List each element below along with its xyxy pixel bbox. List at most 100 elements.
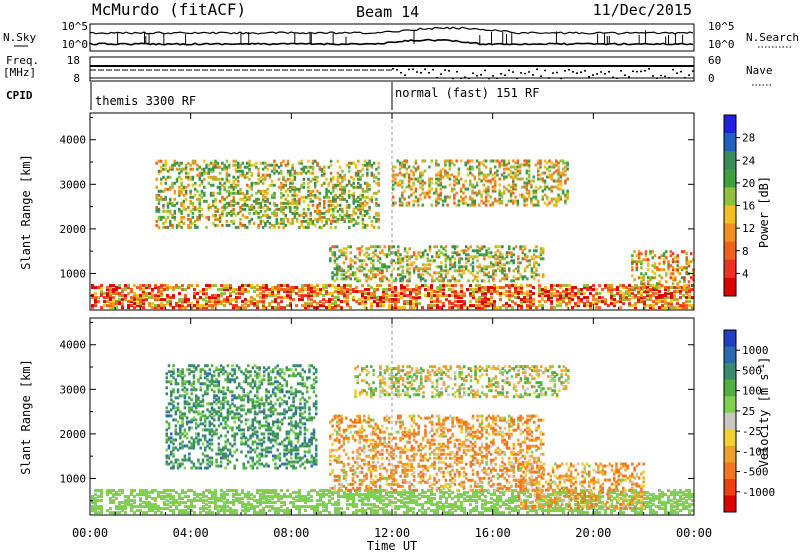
power-cell [430, 306, 433, 310]
velocity-cell [451, 511, 454, 515]
power-cell [397, 300, 400, 304]
power-cell [543, 185, 547, 189]
power-cell [139, 296, 142, 300]
power-cell [502, 159, 506, 163]
velocity-cell [457, 489, 460, 493]
velocity-cell [400, 495, 403, 499]
power-cell [331, 271, 334, 275]
power-cell [277, 165, 281, 169]
power-cell [311, 171, 315, 175]
power-cell [381, 277, 384, 281]
power-cell [232, 181, 235, 185]
velocity-cell [430, 509, 433, 513]
velocity-cell [253, 495, 256, 499]
power-cell [426, 263, 429, 267]
power-cell [261, 199, 265, 203]
power-cell [487, 290, 490, 294]
velocity-cell [370, 493, 373, 497]
power-cell [293, 193, 297, 197]
power-cell [687, 284, 691, 288]
power-cell [172, 294, 175, 298]
power-cell [293, 191, 297, 195]
power-cell [536, 199, 540, 203]
power-cell [431, 255, 434, 259]
power-cell [214, 163, 217, 167]
velocity-cell [355, 489, 358, 493]
power-cell [198, 201, 201, 205]
power-cell [275, 219, 278, 223]
power-cell [166, 296, 169, 300]
power-cell [286, 187, 290, 191]
velocity-cell [511, 497, 514, 501]
power-cell [218, 181, 222, 185]
velocity-cell [133, 505, 136, 509]
power-cell [508, 298, 511, 302]
velocity-cell [166, 507, 169, 511]
power-cell [394, 294, 397, 298]
power-cell [391, 298, 394, 302]
power-cell [437, 173, 440, 177]
power-cell [350, 161, 353, 165]
power-cell [360, 265, 364, 269]
power-cell [428, 249, 432, 253]
power-cell [498, 259, 502, 263]
power-cell [496, 249, 500, 253]
power-cell [205, 171, 208, 175]
velocity-cell [184, 501, 187, 505]
power-cell [261, 177, 265, 181]
power-cell [344, 255, 348, 259]
power-cell [353, 271, 357, 275]
velocity-cell [355, 509, 358, 513]
power-cell [325, 195, 328, 199]
power-cell [435, 201, 438, 205]
velocity-cell [181, 511, 184, 515]
power-cell [320, 215, 324, 219]
velocity-cell [475, 501, 478, 505]
power-cell [550, 177, 554, 181]
power-cell [631, 258, 634, 262]
power-cell [349, 284, 352, 288]
power-cell [532, 175, 535, 179]
power-cell [334, 205, 337, 209]
power-cell [419, 279, 423, 283]
power-cell [208, 298, 211, 302]
power-cell [307, 304, 310, 308]
power-cell [273, 163, 276, 167]
power-cell [359, 209, 362, 213]
power-cell [241, 173, 245, 177]
velocity-cell [307, 497, 310, 501]
power-cell [405, 203, 409, 207]
velocity-cell [304, 499, 307, 503]
power-cell [103, 300, 106, 304]
velocity-cell [385, 505, 388, 509]
power-cell [394, 302, 397, 306]
power-cell [514, 183, 517, 187]
power-cell [121, 302, 124, 306]
velocity-cell [262, 501, 265, 505]
power-cell [202, 171, 206, 175]
velocity-cell [139, 509, 142, 513]
power-cell [182, 205, 186, 209]
power-cell [526, 284, 529, 288]
velocity-cell [310, 507, 313, 511]
power-cell [256, 302, 259, 306]
power-cell [370, 197, 374, 201]
power-cell [487, 286, 490, 290]
velocity-cell [142, 501, 145, 505]
velocity-cell [403, 501, 406, 505]
velocity-cell [307, 493, 310, 497]
power-cell [390, 275, 393, 279]
velocity-cell [382, 509, 385, 513]
power-cell [253, 304, 256, 308]
power-cell [478, 189, 481, 193]
power-cell [182, 185, 186, 189]
velocity-cell [130, 509, 133, 513]
power-cell [476, 279, 479, 283]
power-cell [610, 302, 613, 306]
power-cell [400, 306, 403, 310]
power-cell [559, 296, 562, 300]
velocity-cell [445, 501, 448, 505]
power-cell [310, 298, 313, 302]
power-cell [212, 163, 215, 167]
power-cell [491, 203, 495, 207]
